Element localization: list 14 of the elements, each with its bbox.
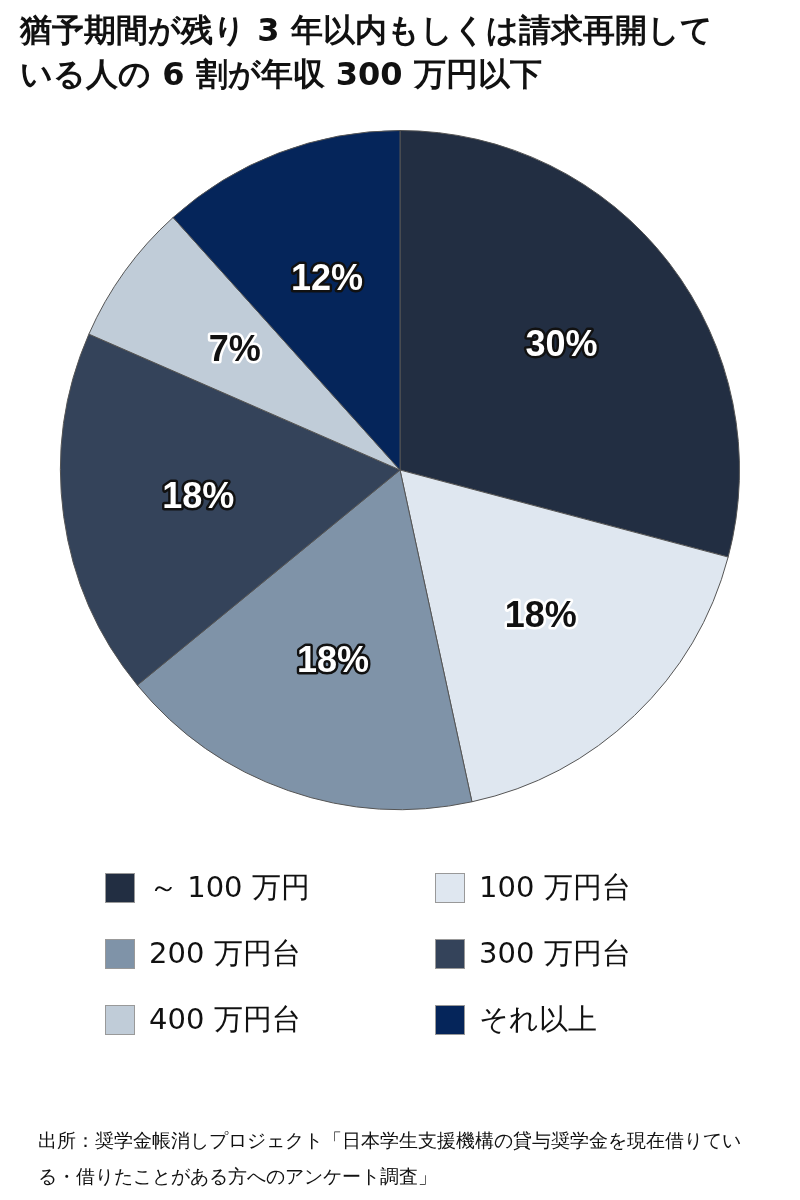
legend-label: 200 万円台 <box>149 935 301 972</box>
chart-title: 猶予期間が残り 3 年以内もしくは請求再開している人の 6 割が年収 300 万円以下 <box>20 10 714 95</box>
legend-label: 300 万円台 <box>479 935 631 972</box>
legend-label: 400 万円台 <box>149 1001 301 1038</box>
legend-label: ～ 100 万円 <box>149 869 310 906</box>
data-label: 12% <box>291 256 364 298</box>
legend-label: 100 万円台 <box>479 869 631 906</box>
data-label: 18% <box>296 639 369 681</box>
data-label: 7% <box>208 327 261 369</box>
data-label: 18% <box>504 594 577 636</box>
legend-label: それ以上 <box>479 1001 597 1038</box>
data-label: 18% <box>162 474 235 516</box>
data-label: 30% <box>525 322 598 364</box>
text: 出所：奨学金帳消しプロジェクト「日本学生支援機構の貸与奨学金を現在借りている・借りたことがある方へのアンケート調査」 <box>38 1128 742 1189</box>
